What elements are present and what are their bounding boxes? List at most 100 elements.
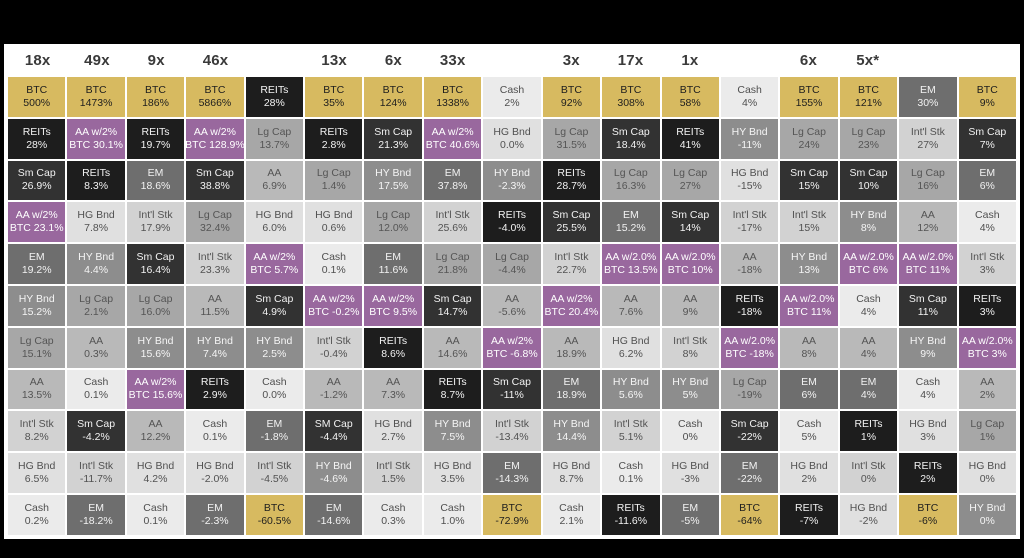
cell-return-value: -5.6%	[498, 305, 526, 318]
grid-cell: Sm Cap 16.4%	[126, 244, 185, 284]
grid-cell: BTC -60.5%	[245, 494, 304, 535]
cell-return-value: -11%	[500, 389, 524, 402]
btc-multiplier-label: 3x	[562, 52, 580, 69]
cell-asset-label: Cash	[24, 501, 49, 514]
grid-cell: AA 11.5%	[186, 285, 244, 326]
cell-return-value: -13.4%	[495, 431, 529, 444]
grid-cell: Sm Cap 14.7%	[423, 285, 482, 326]
cell-return-value: 6.5%	[24, 473, 49, 486]
grid-cell: Sm Cap 26.9%	[8, 160, 66, 201]
cell-asset-label: REITs	[557, 167, 586, 180]
cell-return-value: 7.3%	[381, 389, 406, 402]
grid-cell: AA w/2.0% BTC 11%	[780, 285, 838, 326]
cell-return-value: 4%	[979, 222, 995, 235]
cell-return-value: 2%	[504, 96, 520, 109]
cell-return-value: 18.4%	[615, 138, 646, 151]
cell-return-value: 1473%	[79, 96, 113, 109]
cell-asset-label: Lg Cap	[79, 292, 114, 305]
grid-cell: HY Bnd 5.6%	[602, 369, 660, 410]
cell-return-value: 0.1%	[202, 431, 227, 444]
cell-return-value: 0.1%	[143, 514, 168, 527]
grid-cell: Lg Cap 13.7%	[245, 118, 304, 159]
cell-asset-label: HG Bnd	[612, 334, 650, 347]
cell-return-value: -22%	[737, 431, 762, 444]
cell-asset-label: Int'l Stk	[376, 460, 411, 473]
cell-return-value: -18.2%	[79, 514, 113, 527]
cell-asset-label: Int'l Stk	[316, 334, 351, 347]
grid-cell: REITs 28%	[245, 77, 304, 117]
cell-return-value: BTC 11%	[786, 305, 832, 318]
grid-cell: Int'l Stk 25.6%	[423, 202, 482, 243]
cell-asset-label: AA	[504, 292, 519, 305]
grid-cell: HG Bnd 7.8%	[67, 202, 125, 243]
cell-return-value: 3%	[979, 305, 995, 318]
cell-asset-label: AA	[326, 376, 341, 389]
cell-return-value: 25.6%	[437, 222, 468, 235]
cell-asset-label: AA w/2%	[253, 251, 296, 264]
grid-cell: AA 13.5%	[8, 369, 66, 410]
cell-return-value: 22.7%	[556, 264, 587, 277]
cell-asset-label: HY Bnd	[18, 292, 55, 305]
cell-return-value: 186%	[142, 96, 169, 109]
cell-asset-label: AA	[980, 376, 995, 389]
grid-cell: Int'l Stk 15%	[780, 202, 838, 243]
grid-cell: HG Bnd 0.6%	[305, 202, 363, 243]
cell-return-value: -72.9%	[495, 514, 529, 527]
grid-cell: Int'l Stk 8.2%	[8, 411, 66, 452]
btc-multiplier-label: 17x	[617, 52, 644, 69]
cell-return-value: BTC -6.8%	[486, 347, 538, 360]
grid-cell: AA 9%	[661, 285, 719, 326]
grid-cell: Sm Cap 11%	[899, 285, 957, 326]
cell-asset-label: EM	[207, 501, 223, 514]
grid-cell: Sm Cap -4.2%	[67, 411, 125, 452]
cell-asset-label: BTC	[26, 83, 48, 96]
cell-asset-label: EM	[860, 376, 877, 389]
grid-cell: AA w/2% BTC -6.8%	[483, 327, 541, 368]
grid-cell: BTC -6%	[899, 494, 957, 535]
btc-multiplier-label: 46x	[202, 52, 229, 69]
cell-asset-label: Sm Cap	[374, 125, 413, 138]
cell-asset-label: REITs	[438, 376, 467, 389]
cell-asset-label: REITs	[379, 334, 408, 347]
cell-return-value: BTC 15.6%	[128, 389, 183, 402]
grid-cell: AA 7.6%	[602, 285, 660, 326]
cell-asset-label: AA	[207, 292, 222, 305]
cell-return-value: -14.3%	[495, 473, 529, 486]
cell-return-value: 23.3%	[200, 264, 230, 277]
cell-return-value: BTC 9.5%	[369, 305, 418, 318]
cell-asset-label: AA w/2.0%	[724, 334, 776, 347]
cell-asset-label: AA w/2%	[312, 292, 355, 305]
cell-return-value: 19.2%	[21, 264, 52, 277]
cell-asset-label: Lg Cap	[376, 209, 411, 222]
cell-return-value: 8.2%	[24, 431, 49, 444]
cell-return-value: 0%	[682, 431, 698, 444]
cell-asset-label: HG Bnd	[730, 167, 769, 180]
grid-cell: HG Bnd 0.0%	[483, 118, 541, 159]
cell-return-value: 8.6%	[381, 347, 406, 360]
cell-return-value: 1338%	[436, 96, 469, 109]
cell-asset-label: AA w/2%	[15, 209, 58, 222]
cell-asset-label: BTC	[857, 83, 879, 96]
grid-cell: HG Bnd 0%	[958, 453, 1016, 493]
grid-cell: REITs 8.7%	[423, 369, 482, 410]
cell-asset-label: Lg Cap	[613, 167, 648, 180]
cell-return-value: 121%	[855, 96, 882, 109]
multiplier-row: 18x 49x 9x 46x 13x 6x 33x 3x 17x 1x 6x 5x*	[4, 44, 1020, 77]
grid-cell: BTC 92%	[542, 77, 601, 117]
cell-return-value: 32.4%	[200, 222, 230, 235]
cell-asset-label: AA w/2%	[490, 334, 533, 347]
cell-return-value: 6%	[801, 389, 817, 402]
cell-asset-label: EM	[741, 460, 758, 473]
grid-cell: Sm Cap -22%	[720, 411, 779, 452]
cell-asset-label: EM	[920, 83, 936, 96]
grid-cell: EM -1.8%	[245, 411, 304, 452]
cell-asset-label: REITs	[973, 292, 1002, 305]
grid-cell: EM 15.2%	[602, 202, 660, 243]
cell-asset-label: Int'l Stk	[494, 418, 530, 431]
grid-cell: Cash 0.1%	[186, 411, 244, 452]
grid-cell: BTC 500%	[8, 77, 66, 117]
cell-return-value: 28.7%	[556, 180, 587, 193]
grid-cell: AA w/2.0% BTC 10%	[661, 244, 719, 284]
cell-asset-label: EM	[88, 501, 104, 514]
cell-asset-label: Sm Cap	[671, 209, 710, 222]
